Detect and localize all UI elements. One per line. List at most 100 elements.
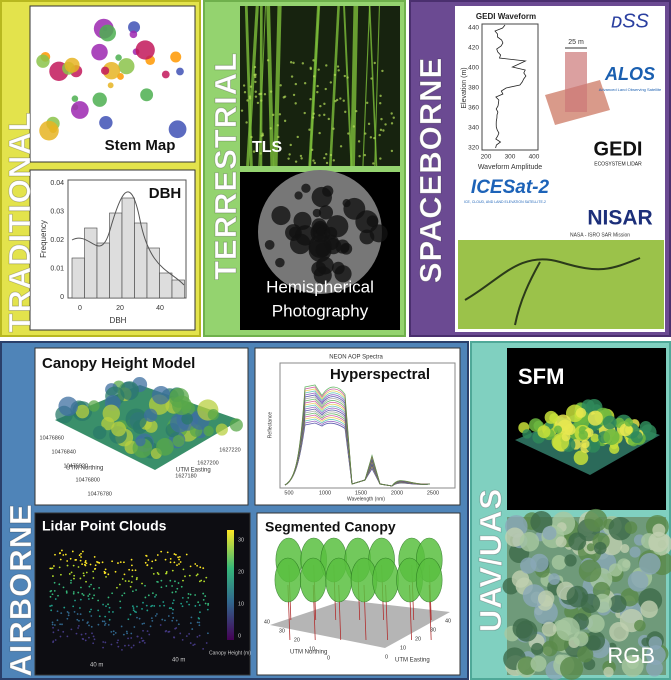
leaf — [312, 75, 316, 78]
point — [84, 561, 87, 564]
trunk — [266, 5, 275, 167]
point — [147, 559, 150, 561]
leaf — [290, 75, 294, 78]
point — [112, 630, 115, 633]
northing-tick: 0 — [327, 655, 330, 661]
point — [92, 570, 95, 573]
point — [70, 628, 73, 631]
leaf — [250, 135, 253, 139]
point — [117, 639, 119, 642]
crown — [630, 431, 643, 444]
point — [54, 639, 57, 641]
point — [172, 599, 175, 602]
chm-title: Canopy Height Model — [42, 355, 195, 372]
y-tick-label: 380 — [468, 85, 479, 92]
point — [107, 623, 110, 626]
chm-bump — [102, 404, 121, 423]
point — [173, 553, 176, 555]
point — [136, 616, 138, 619]
x-tick-label: 2500 — [427, 490, 439, 496]
crown — [624, 418, 634, 427]
waveform — [494, 24, 527, 149]
gedi-plot-title: GEDI Waveform — [476, 12, 536, 21]
point — [145, 604, 148, 607]
point — [123, 573, 126, 576]
point — [107, 603, 109, 606]
point — [129, 585, 132, 588]
point — [127, 618, 130, 621]
point — [199, 611, 201, 614]
point — [76, 613, 79, 615]
point — [165, 629, 168, 632]
point — [97, 599, 100, 602]
trunk — [273, 5, 282, 167]
point — [58, 583, 61, 586]
point — [112, 611, 114, 613]
leaf — [346, 76, 349, 79]
leaf — [372, 162, 375, 165]
point — [104, 622, 107, 625]
leaf — [246, 99, 249, 102]
leaf — [260, 99, 263, 102]
point — [190, 616, 193, 619]
point — [173, 561, 176, 564]
leaf — [379, 94, 382, 98]
leaf — [269, 127, 272, 130]
point — [91, 597, 94, 600]
point — [81, 619, 84, 621]
point — [176, 587, 179, 590]
point — [124, 644, 126, 647]
point — [73, 610, 76, 613]
leaf — [373, 136, 376, 140]
hist-bar — [96, 242, 110, 299]
chm-bump — [151, 385, 171, 405]
leaf — [311, 116, 315, 119]
point — [171, 585, 174, 587]
y-tick-label: 0.01 — [50, 265, 64, 272]
chm-bump — [120, 381, 139, 401]
point — [123, 592, 126, 595]
leaf — [256, 101, 260, 105]
point — [90, 583, 92, 586]
stem — [107, 82, 114, 89]
point — [175, 619, 178, 622]
foliage — [301, 183, 311, 193]
chm-bump — [144, 419, 158, 433]
hyper-axes — [279, 362, 456, 489]
sfm-title: SFM — [518, 364, 564, 389]
point — [195, 574, 198, 577]
leaf — [288, 153, 291, 156]
point — [128, 568, 131, 571]
y-tick-label: 400 — [468, 65, 479, 72]
crown — [617, 558, 631, 572]
trunk — [362, 5, 371, 167]
trunk — [329, 5, 340, 167]
leaf — [337, 69, 340, 72]
foliage — [294, 191, 303, 200]
leaf — [347, 132, 350, 135]
leaf — [269, 90, 273, 93]
point — [112, 633, 115, 636]
x-tick-label: 300 — [505, 154, 516, 161]
crown — [575, 407, 587, 418]
leaf — [277, 135, 280, 139]
point — [136, 605, 138, 608]
leaf — [332, 159, 335, 162]
point — [75, 558, 78, 561]
point — [67, 612, 70, 614]
point — [49, 605, 52, 607]
point — [114, 570, 117, 573]
point — [131, 569, 134, 572]
point — [88, 624, 90, 627]
point — [194, 605, 197, 607]
point — [60, 573, 62, 576]
point — [148, 633, 151, 636]
point — [150, 605, 152, 608]
point — [198, 617, 201, 620]
leaf — [355, 109, 358, 113]
distance-label: 40 m — [172, 658, 185, 664]
point — [65, 591, 68, 594]
crown — [564, 554, 577, 567]
crown — [551, 554, 567, 570]
